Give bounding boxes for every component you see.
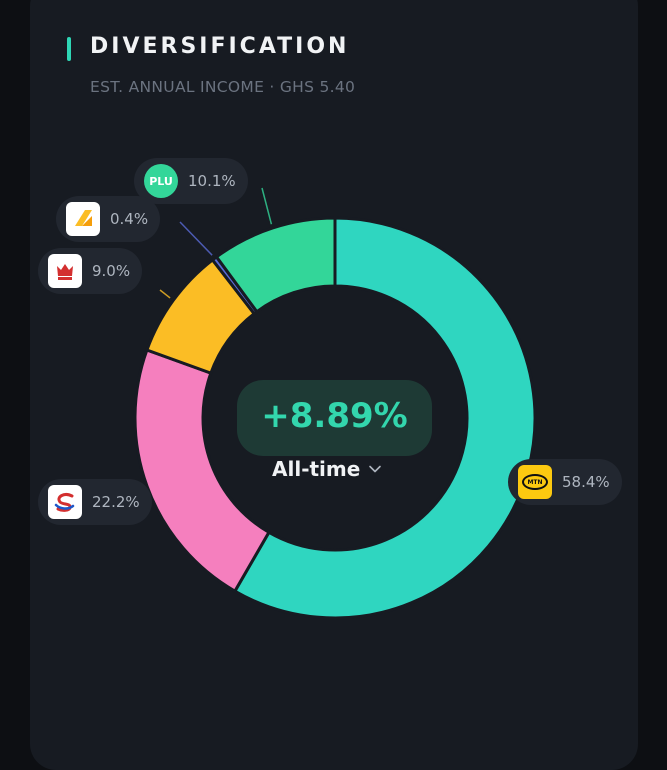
crest-logo-icon — [48, 254, 82, 288]
plu-logo-icon: PLU — [144, 164, 178, 198]
slice-label-crest[interactable]: 9.0% — [38, 248, 143, 294]
slice-label-plu[interactable]: PLU 10.1% — [134, 158, 248, 204]
leader-line — [261, 187, 273, 225]
slice-percent: 58.4% — [562, 473, 610, 491]
title-accent-bar — [67, 37, 71, 61]
mtn-logo-icon: MTN — [518, 465, 552, 499]
slice-label-swirl[interactable]: 22.2% — [38, 479, 152, 525]
leader-line — [179, 221, 213, 256]
chevron-down-icon — [369, 465, 382, 473]
slice-percent: 22.2% — [92, 493, 140, 511]
slice-plu[interactable] — [214, 216, 337, 314]
slice-label-mtn[interactable]: MTN 58.4% — [508, 459, 622, 505]
return-pill — [237, 380, 432, 456]
slice-label-gold[interactable]: 0.4% — [56, 196, 161, 242]
return-value: +8.89% — [261, 396, 408, 436]
period-label: All-time — [272, 457, 361, 481]
slice-percent: 9.0% — [92, 262, 131, 280]
card-title: DIVERSIFICATION — [90, 34, 350, 59]
period-selector[interactable]: All-time — [272, 456, 382, 482]
annual-income-subtitle: EST. ANNUAL INCOME · GHS 5.40 — [90, 78, 356, 96]
gold-logo-icon — [66, 202, 100, 236]
slice-mtn[interactable] — [232, 216, 537, 620]
leader-line — [159, 289, 171, 299]
slice-percent: 0.4% — [110, 210, 149, 228]
donut-chart — [133, 187, 537, 620]
slice-percent: 10.1% — [188, 172, 236, 190]
swirl-logo-icon — [48, 485, 82, 519]
